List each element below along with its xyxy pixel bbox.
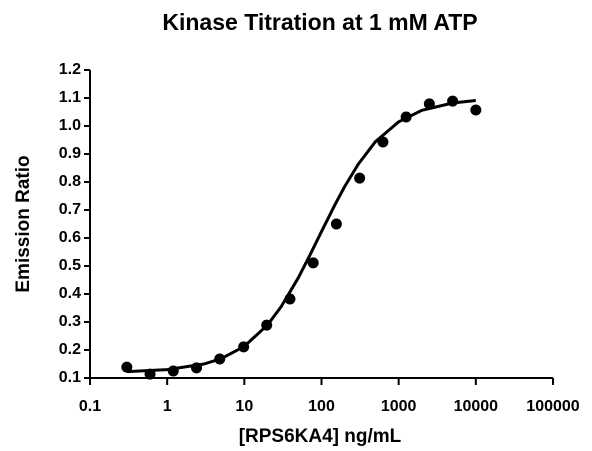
data-point: [167, 365, 179, 377]
data-point: [330, 218, 342, 230]
data-point: [400, 111, 412, 123]
data-point: [423, 98, 435, 110]
y-tick-label: 0.6: [59, 229, 81, 246]
x-axis-label: [RPS6KA4] ng/mL: [239, 426, 402, 447]
data-point: [214, 353, 226, 365]
data-point: [238, 341, 250, 353]
y-tick-label: 1.2: [59, 61, 81, 78]
x-tick-label: 1: [163, 398, 172, 415]
data-point: [191, 362, 203, 374]
y-tick-label: 0.3: [59, 313, 81, 330]
data-point: [447, 95, 459, 107]
data-point: [121, 361, 133, 373]
x-tick-label: 10000: [454, 398, 499, 415]
data-point: [144, 368, 156, 380]
x-tick-label: 10: [235, 398, 253, 415]
y-tick-label: 0.7: [59, 201, 81, 218]
x-tick-label: 0.1: [79, 398, 101, 415]
data-point: [261, 319, 273, 331]
y-tick-label: 0.9: [59, 145, 81, 162]
data-point: [284, 293, 296, 305]
x-tick-label: 100: [308, 398, 335, 415]
y-tick-label: 0.8: [59, 173, 81, 190]
y-tick-label: 0.5: [59, 257, 81, 274]
data-point: [377, 136, 389, 148]
y-axis-label: Emission Ratio: [13, 155, 34, 292]
chart-title: Kinase Titration at 1 mM ATP: [162, 9, 477, 35]
y-tick-label: 1.0: [59, 117, 81, 134]
y-tick-label: 1.1: [59, 89, 81, 106]
data-point: [307, 257, 319, 269]
data-point: [470, 104, 482, 116]
fit-curve: [126, 99, 476, 374]
y-tick-label: 0.2: [59, 341, 81, 358]
data-point: [354, 172, 366, 184]
x-tick-label: 1000: [381, 398, 417, 415]
y-tick-label: 0.4: [59, 285, 81, 302]
x-tick-label: 100000: [526, 398, 579, 415]
y-tick-label: 0.1: [59, 369, 81, 386]
